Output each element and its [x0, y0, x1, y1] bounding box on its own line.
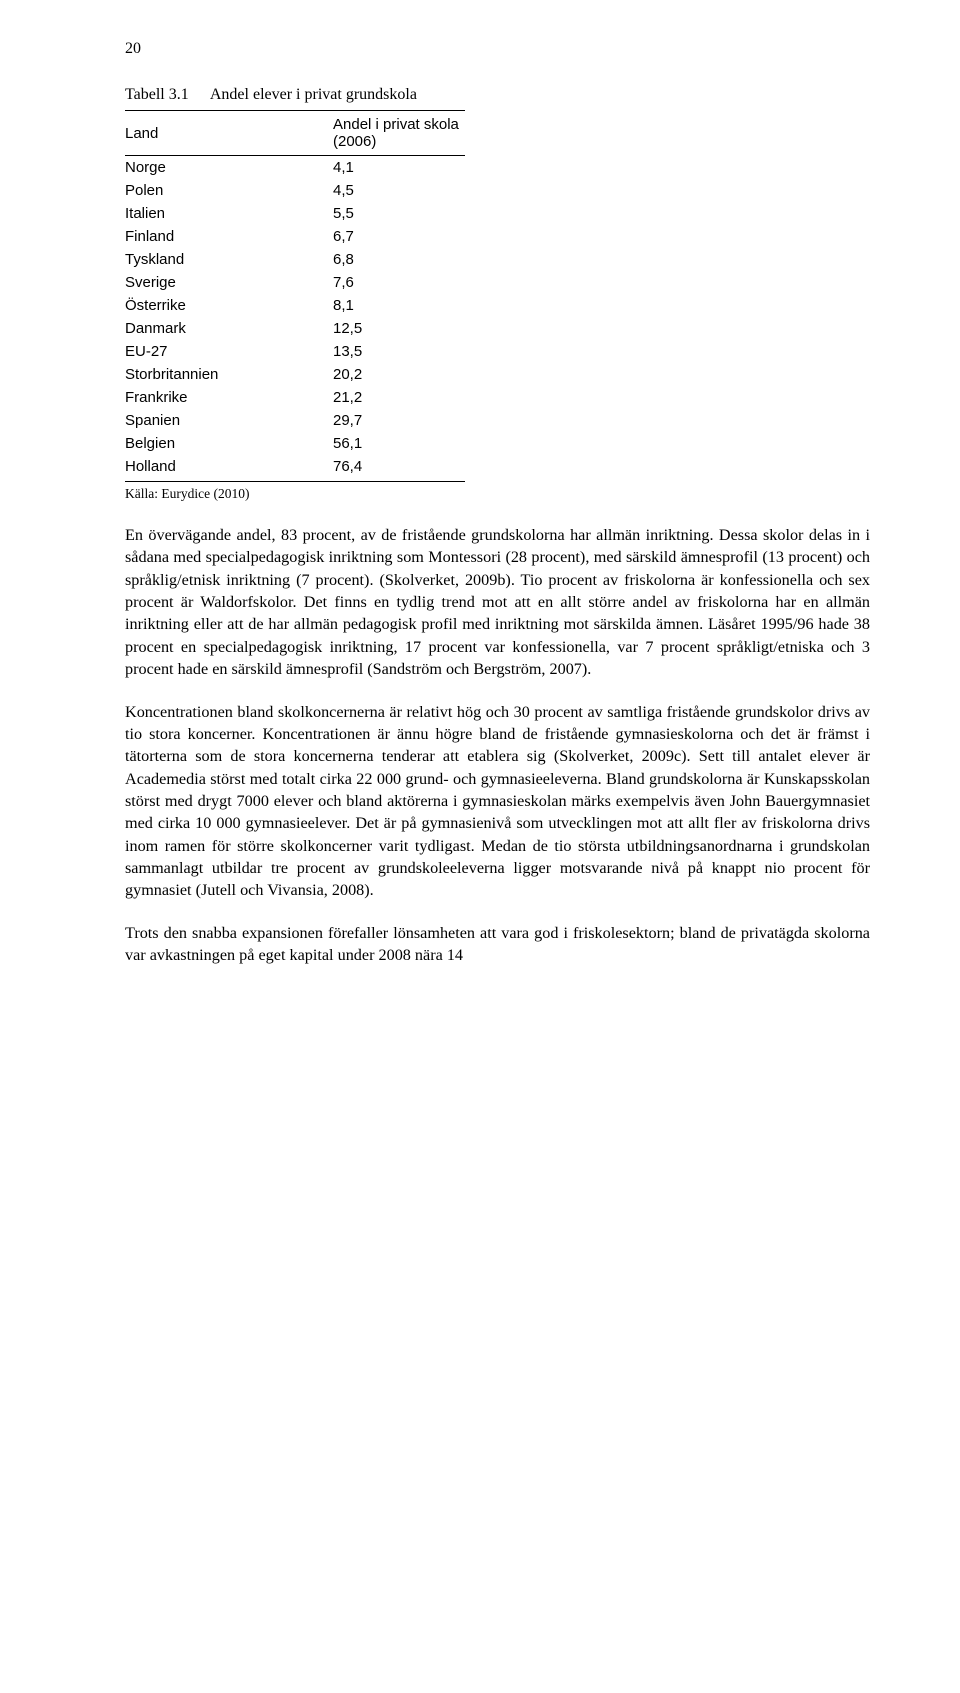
table-row: Holland76,4 — [125, 455, 465, 482]
data-table: Land Andel i privat skola (2006) Norge4,… — [125, 110, 465, 482]
cell-value: 21,2 — [315, 386, 465, 409]
cell-land: Holland — [125, 455, 315, 482]
cell-value: 7,6 — [315, 271, 465, 294]
cell-value: 5,5 — [315, 202, 465, 225]
cell-value: 56,1 — [315, 432, 465, 455]
cell-value: 6,8 — [315, 248, 465, 271]
cell-land: Sverige — [125, 271, 315, 294]
cell-value: 12,5 — [315, 317, 465, 340]
body-paragraph-2: Koncentrationen bland skolkoncernerna är… — [125, 701, 870, 902]
cell-land: Frankrike — [125, 386, 315, 409]
table-row: EU-2713,5 — [125, 340, 465, 363]
table-row: Storbritannien20,2 — [125, 363, 465, 386]
body-paragraph-1: En övervägande andel, 83 procent, av de … — [125, 524, 870, 681]
table-row: Finland6,7 — [125, 225, 465, 248]
document-page: 20 Tabell 3.1 Andel elever i privat grun… — [0, 0, 960, 1006]
table-number: Tabell 3.1 — [125, 86, 189, 104]
cell-land: Tyskland — [125, 248, 315, 271]
body-paragraph-3: Trots den snabba expansionen förefaller … — [125, 922, 870, 967]
column-header-value: Andel i privat skola (2006) — [315, 111, 465, 156]
table-row: Tyskland6,8 — [125, 248, 465, 271]
cell-value: 4,1 — [315, 156, 465, 180]
page-number: 20 — [125, 40, 870, 58]
cell-land: Spanien — [125, 409, 315, 432]
table-caption: Tabell 3.1 Andel elever i privat grundsk… — [125, 86, 870, 104]
table-body: Norge4,1 Polen4,5 Italien5,5 Finland6,7 … — [125, 156, 465, 482]
cell-land: Norge — [125, 156, 315, 180]
table-source: Källa: Eurydice (2010) — [125, 486, 870, 502]
cell-value: 20,2 — [315, 363, 465, 386]
cell-value: 76,4 — [315, 455, 465, 482]
cell-land: Polen — [125, 179, 315, 202]
table-header-row: Land Andel i privat skola (2006) — [125, 111, 465, 156]
cell-value: 29,7 — [315, 409, 465, 432]
table-row: Frankrike21,2 — [125, 386, 465, 409]
cell-land: Finland — [125, 225, 315, 248]
table-row: Polen4,5 — [125, 179, 465, 202]
table-row: Belgien56,1 — [125, 432, 465, 455]
cell-value: 6,7 — [315, 225, 465, 248]
table-title-text: Andel elever i privat grundskola — [210, 86, 417, 103]
column-header-land: Land — [125, 111, 315, 156]
table-row: Sverige7,6 — [125, 271, 465, 294]
table-row: Österrike8,1 — [125, 294, 465, 317]
cell-value: 4,5 — [315, 179, 465, 202]
cell-land: Danmark — [125, 317, 315, 340]
cell-land: EU-27 — [125, 340, 315, 363]
table-row: Norge4,1 — [125, 156, 465, 180]
cell-value: 8,1 — [315, 294, 465, 317]
table-row: Italien5,5 — [125, 202, 465, 225]
cell-land: Belgien — [125, 432, 315, 455]
cell-land: Italien — [125, 202, 315, 225]
table-row: Spanien29,7 — [125, 409, 465, 432]
cell-land: Österrike — [125, 294, 315, 317]
cell-value: 13,5 — [315, 340, 465, 363]
table-row: Danmark12,5 — [125, 317, 465, 340]
cell-land: Storbritannien — [125, 363, 315, 386]
